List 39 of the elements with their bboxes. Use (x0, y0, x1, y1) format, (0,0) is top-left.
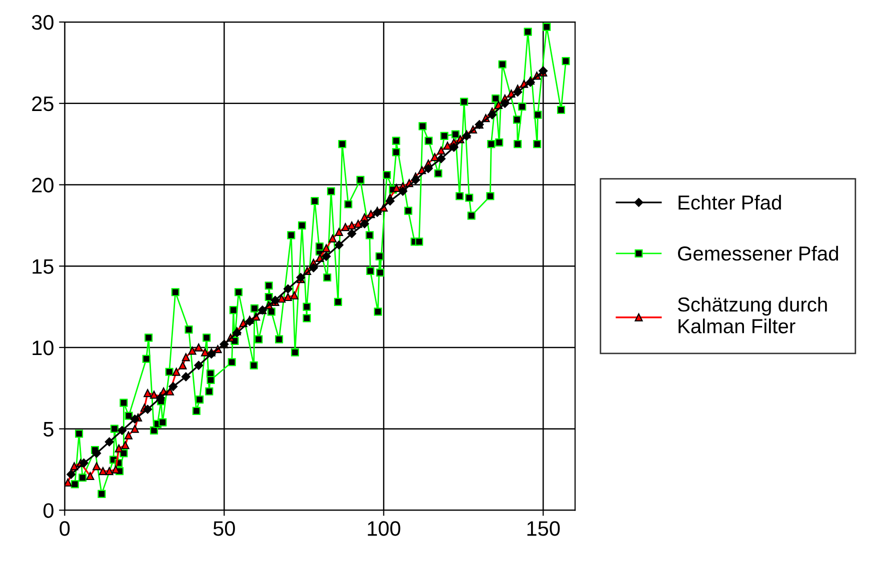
legend-label: Schätzung durch Kalman Filter (678, 296, 827, 334)
point (322, 252, 331, 261)
point (104, 437, 114, 446)
y-tick-label: 0 (43, 503, 54, 518)
point (424, 164, 433, 173)
point (130, 414, 140, 424)
point (500, 98, 510, 108)
point (436, 154, 446, 164)
point (168, 382, 178, 392)
point (411, 175, 420, 184)
point (92, 448, 102, 458)
point (309, 263, 318, 272)
legend-label: Echter Pfad (678, 194, 781, 210)
point (513, 88, 522, 96)
x-tick-label: 100 (368, 521, 400, 536)
y-tick-label: 30 (32, 15, 54, 30)
y-tick-label: 15 (32, 259, 54, 274)
point (398, 186, 408, 196)
point (143, 404, 152, 414)
x-tick-label: 0 (60, 521, 70, 536)
y-tick-label: 10 (32, 340, 54, 356)
point (334, 240, 344, 250)
point (118, 426, 127, 435)
point (181, 372, 190, 382)
point (284, 284, 292, 294)
point (360, 219, 370, 228)
point (79, 458, 88, 468)
point (449, 142, 458, 152)
x-tick-label: 150 (527, 521, 560, 536)
y-tick-label: 5 (44, 422, 54, 437)
point (488, 110, 497, 120)
x-tick-label: 50 (213, 521, 235, 536)
point (347, 229, 356, 238)
point (386, 196, 395, 206)
point (194, 360, 204, 370)
y-tick-label: 20 (32, 178, 54, 193)
legend-label: Gemessener Pfad (678, 246, 838, 261)
point (66, 470, 76, 479)
y-tick-label: 25 (32, 96, 54, 112)
